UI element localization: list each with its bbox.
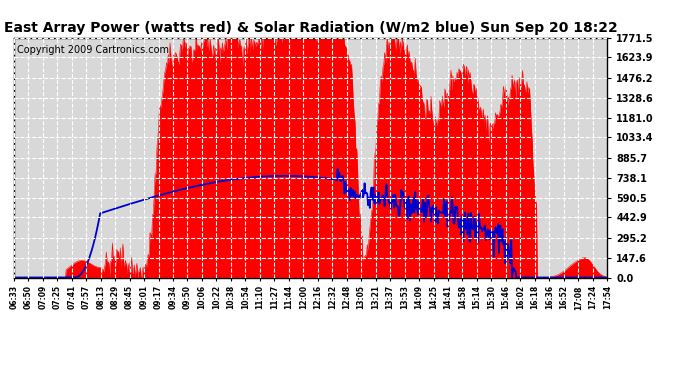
- Title: East Array Power (watts red) & Solar Radiation (W/m2 blue) Sun Sep 20 18:22: East Array Power (watts red) & Solar Rad…: [3, 21, 618, 35]
- Text: Copyright 2009 Cartronics.com: Copyright 2009 Cartronics.com: [17, 45, 169, 55]
